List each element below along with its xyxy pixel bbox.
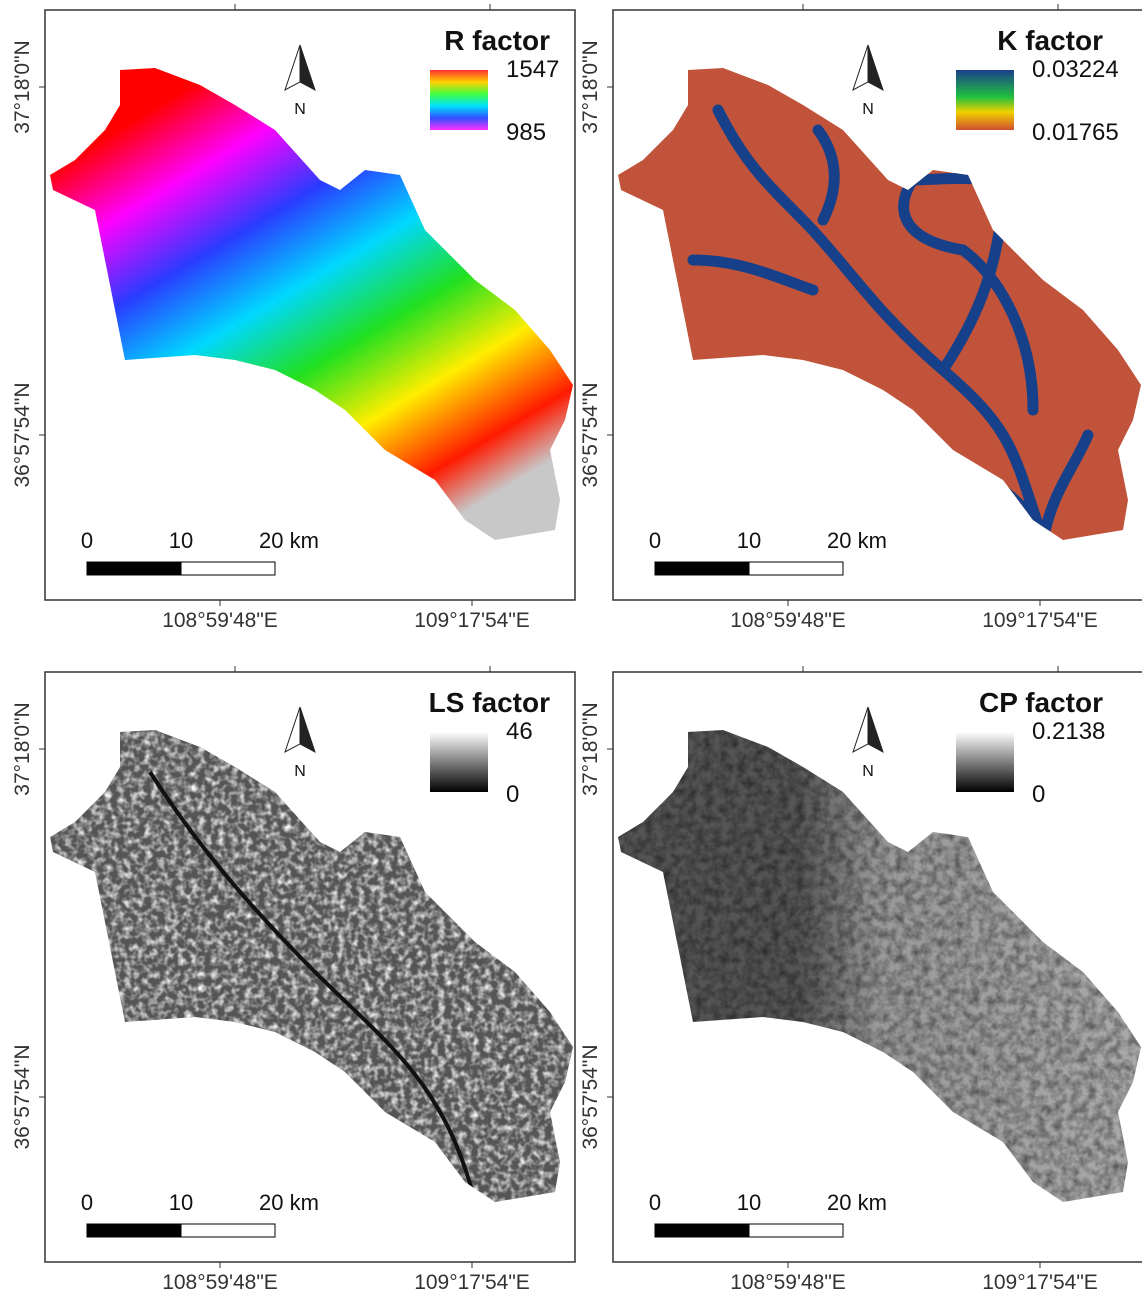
north-arrow [867, 44, 884, 92]
scale-bar [654, 561, 750, 576]
scale-bar [180, 561, 276, 576]
scale-bar [86, 1223, 182, 1238]
longitude-label: 108°59'48"E [730, 609, 846, 632]
scale-bar [748, 1223, 844, 1238]
longitude-label: 109°17'54"E [982, 609, 1098, 632]
legend-min: 0 [506, 781, 519, 808]
north-label: N [294, 763, 306, 780]
latitude-label: 37°18'0"N [11, 702, 34, 795]
scale-label: 0 [649, 1190, 661, 1215]
north-arrow [299, 706, 316, 754]
scale-label: 10 [737, 528, 761, 553]
scale-label: 20 km [827, 528, 887, 553]
scale-bar [748, 561, 844, 576]
legend-ramp [956, 70, 1014, 130]
river [1037, 429, 1094, 540]
longitude-label: 108°59'48"E [162, 1271, 278, 1294]
scale-label: 20 km [259, 1190, 319, 1215]
legend-ramp [430, 732, 488, 792]
legend-max: 1547 [506, 56, 559, 83]
legend-min: 0.01765 [1032, 119, 1119, 146]
legend-title: R factor [444, 25, 550, 56]
legend-min: 0 [1032, 781, 1045, 808]
scale-bar [654, 1223, 750, 1238]
north-arrow [299, 44, 316, 92]
scale-label: 0 [649, 528, 661, 553]
channel [148, 770, 477, 1202]
scale-label: 10 [169, 528, 193, 553]
scale-label: 0 [81, 1190, 93, 1215]
scale-label: 10 [169, 1190, 193, 1215]
legend-max: 0.2138 [1032, 718, 1105, 745]
legend-min: 985 [506, 119, 546, 146]
scale-label: 0 [81, 528, 93, 553]
north-label: N [862, 101, 874, 118]
scale-label: 20 km [827, 1190, 887, 1215]
latitude-label: 37°18'0"N [579, 702, 602, 795]
longitude-label: 109°17'54"E [414, 1271, 530, 1294]
latitude-label: 36°57'54"N [11, 1044, 34, 1149]
latitude-label: 37°18'0"N [11, 40, 34, 133]
longitude-label: 109°17'54"E [982, 1271, 1098, 1294]
legend-title: K factor [997, 25, 1103, 56]
river [812, 124, 840, 226]
legend-ramp [956, 732, 1014, 792]
legend-title: LS factor [429, 687, 550, 718]
legend-max: 0.03224 [1032, 56, 1119, 83]
north-label: N [862, 763, 874, 780]
scale-bar [180, 1223, 276, 1238]
latitude-label: 36°57'54"N [11, 382, 34, 487]
legend-max: 46 [506, 718, 533, 745]
latitude-label: 37°18'0"N [579, 40, 602, 133]
latitude-label: 36°57'54"N [579, 382, 602, 487]
river [687, 254, 819, 296]
river [712, 104, 1049, 540]
longitude-label: 108°59'48"E [730, 1271, 846, 1294]
legend-ramp [430, 70, 488, 130]
north-arrow [867, 706, 884, 754]
longitude-label: 109°17'54"E [414, 609, 530, 632]
legend-title: CP factor [979, 687, 1103, 718]
scale-bar [86, 561, 182, 576]
scale-label: 20 km [259, 528, 319, 553]
longitude-label: 108°59'48"E [162, 609, 278, 632]
latitude-label: 36°57'54"N [579, 1044, 602, 1149]
scale-label: 10 [737, 1190, 761, 1215]
north-label: N [294, 101, 306, 118]
